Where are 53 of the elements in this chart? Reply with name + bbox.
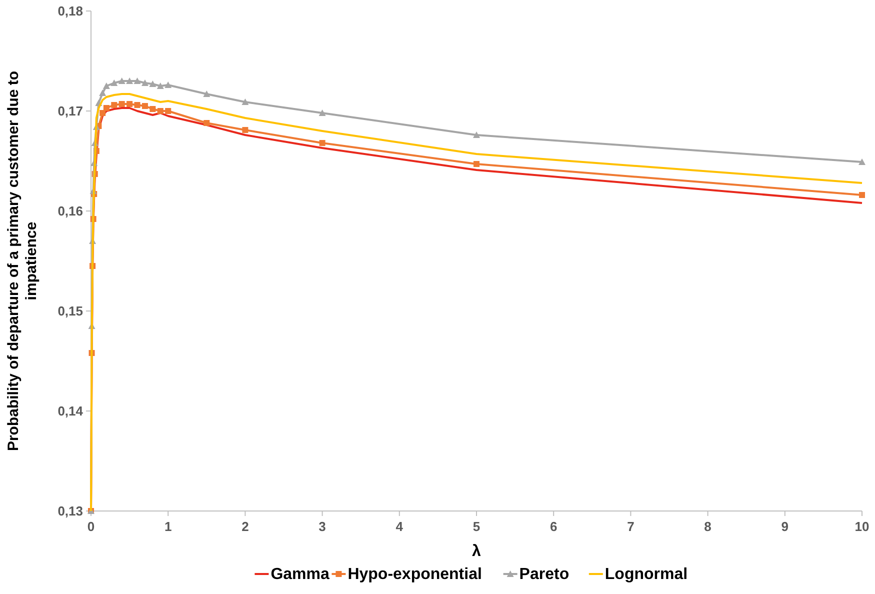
x-tick-label: 6	[550, 519, 558, 534]
x-tick-label: 4	[396, 519, 404, 534]
point	[164, 82, 172, 88]
point	[100, 110, 106, 116]
x-tick-label: 10	[854, 519, 870, 534]
point	[474, 161, 480, 167]
y-tick-label: 0,18	[58, 4, 83, 19]
x-tick-label: 9	[781, 519, 789, 534]
point	[141, 80, 148, 86]
y-tick-label: 0,13	[58, 504, 83, 519]
point	[150, 106, 156, 112]
legend-label: Pareto	[519, 566, 570, 583]
point	[142, 103, 148, 109]
point	[103, 105, 110, 111]
point	[111, 102, 118, 108]
y-tick-label: 0,15	[58, 304, 83, 319]
y-axis-title: Probability of departure of a primary customer due to impatience	[5, 70, 40, 452]
x-tick-label: 5	[472, 519, 480, 534]
legend-label: Hypo-exponential	[348, 566, 482, 583]
point	[242, 98, 249, 105]
x-tick-label: 8	[704, 519, 712, 534]
point	[157, 108, 164, 114]
point	[118, 78, 126, 84]
point	[149, 80, 156, 87]
x-tick-label: 0	[87, 519, 95, 534]
point	[134, 78, 141, 84]
point	[99, 90, 106, 96]
point	[102, 82, 110, 89]
y-tick-label: 0,14	[58, 404, 84, 419]
point	[858, 158, 866, 165]
point	[859, 192, 865, 198]
x-tick-label: 1	[164, 519, 172, 534]
point	[156, 82, 164, 89]
point	[165, 108, 172, 114]
point	[110, 80, 118, 86]
x-axis-title: λ	[472, 543, 482, 560]
point	[319, 140, 326, 146]
point	[126, 78, 134, 84]
y-tick-label: 0,17	[58, 104, 83, 119]
point	[473, 132, 480, 138]
point	[126, 101, 133, 107]
x-tick-label: 2	[242, 519, 249, 534]
x-tick-label: 3	[318, 519, 326, 534]
y-tick-label: 0,16	[58, 204, 83, 219]
point	[204, 120, 210, 126]
legend-label: Gamma	[270, 566, 330, 583]
point	[118, 101, 125, 107]
point	[203, 90, 210, 97]
legend-label: Lognormal	[604, 566, 688, 583]
x-tick-label: 7	[627, 519, 634, 534]
point	[242, 127, 248, 133]
point	[318, 110, 326, 116]
point	[134, 102, 140, 108]
